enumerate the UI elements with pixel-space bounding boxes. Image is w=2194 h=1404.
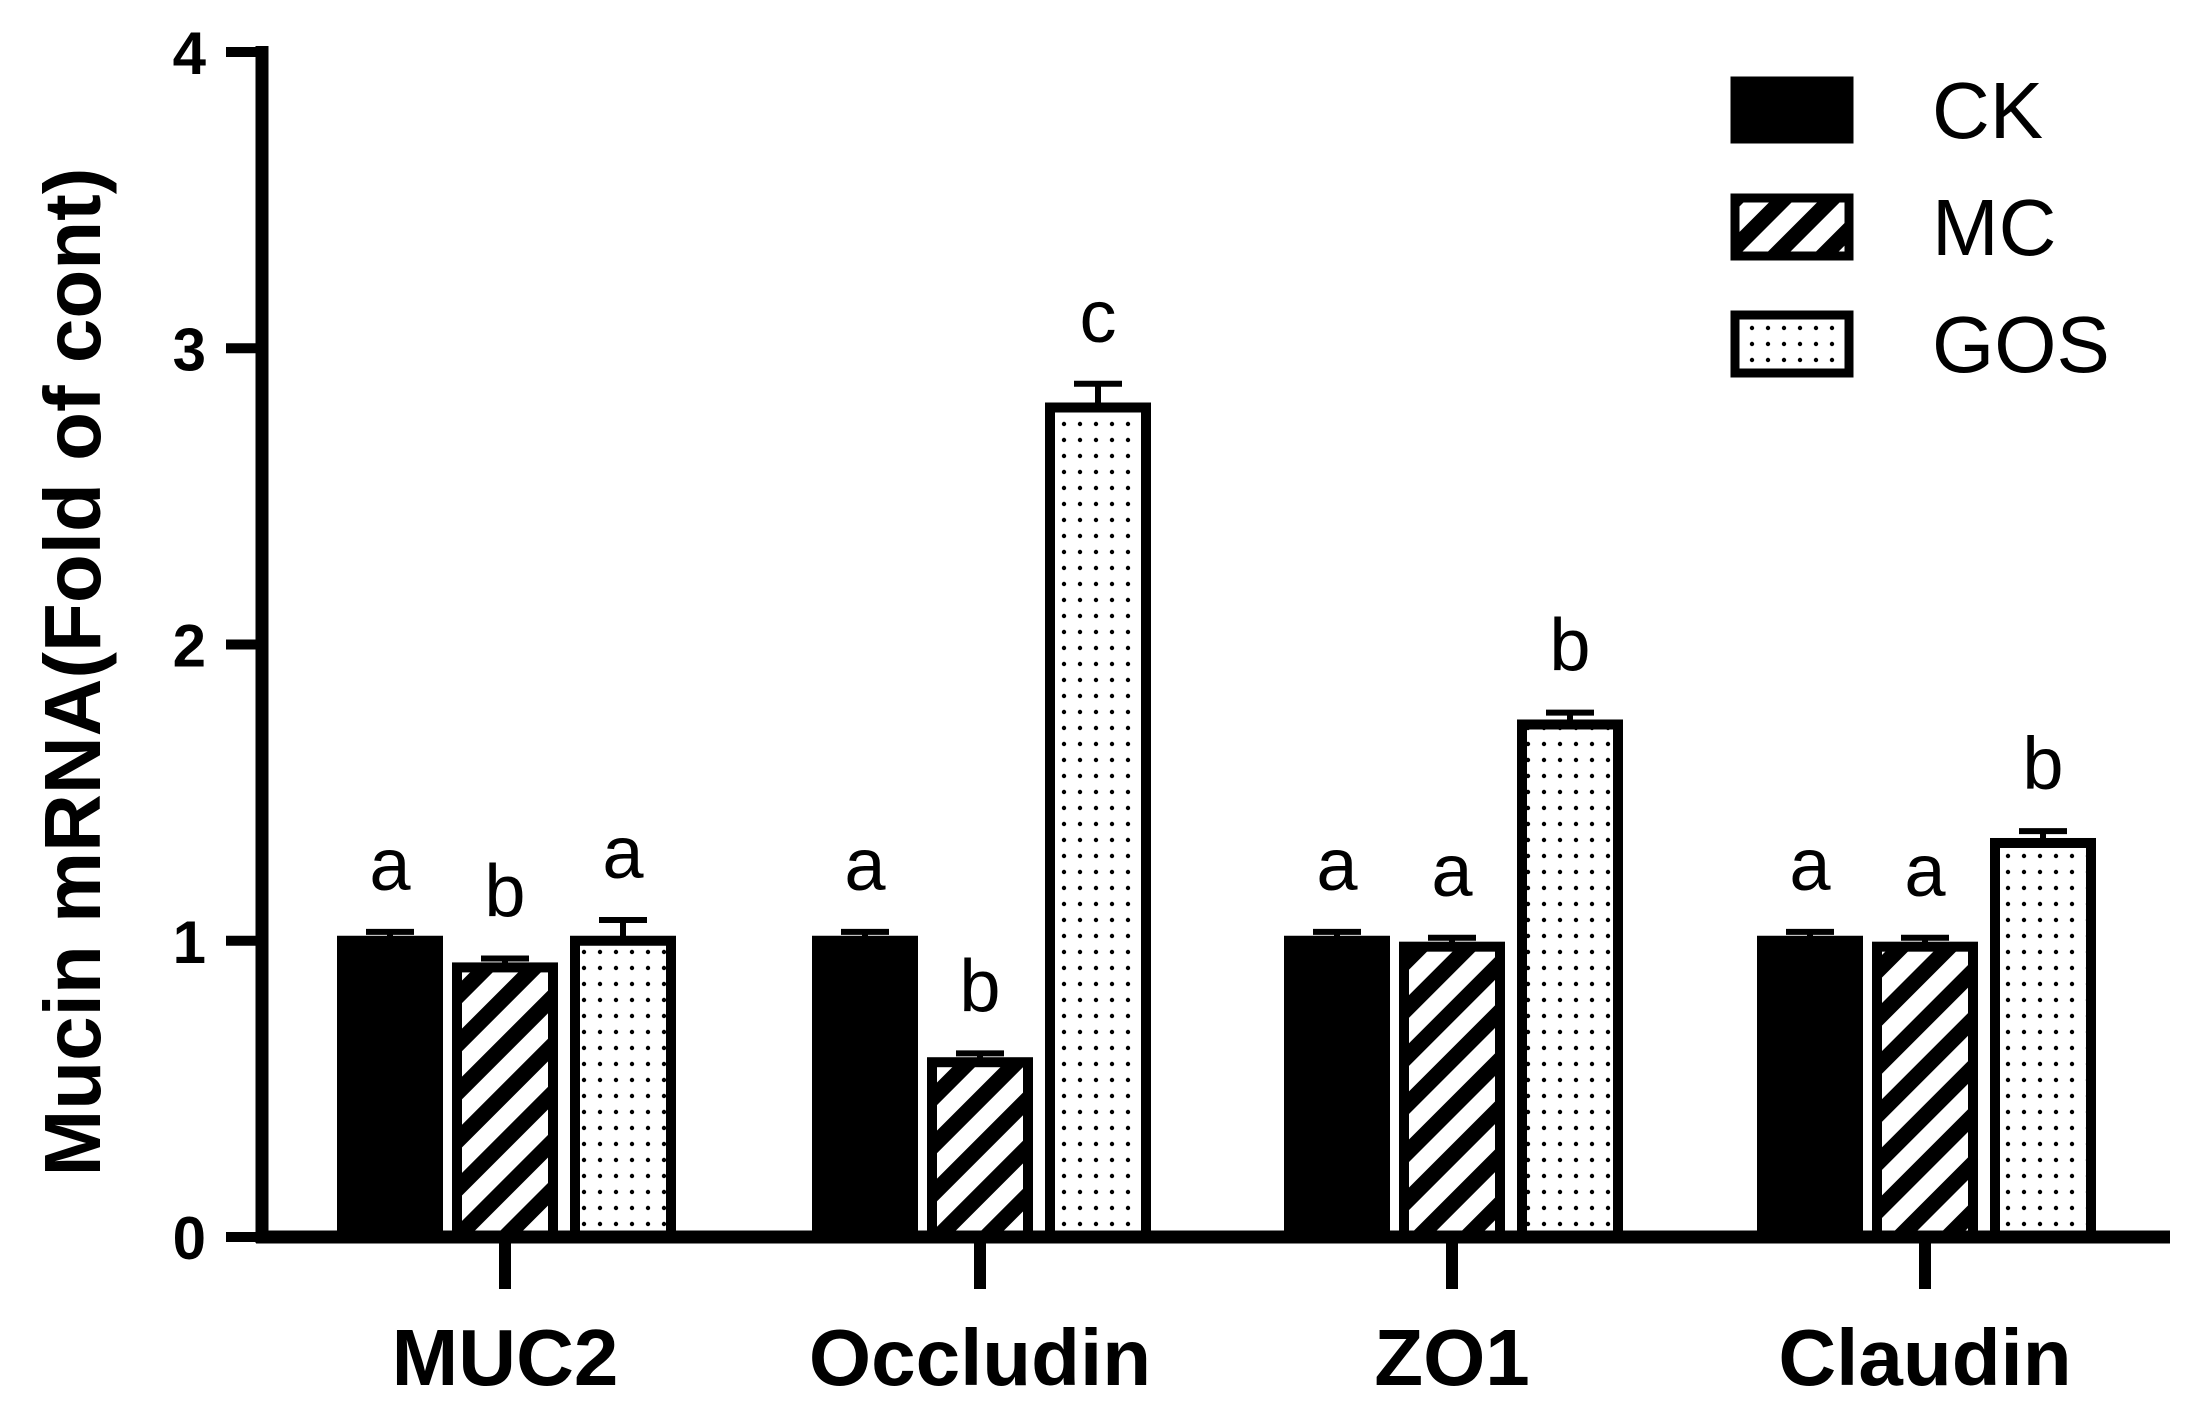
y-tick-label: 4 — [173, 20, 207, 87]
significance-letter: a — [1904, 829, 1946, 912]
significance-letter: a — [1789, 823, 1831, 906]
bar-mc-claudin — [1872, 941, 1978, 1242]
significance-letter: a — [1431, 829, 1473, 912]
y-tick-label: 2 — [173, 613, 206, 680]
y-tick-label: 0 — [173, 1205, 206, 1272]
significance-letter: a — [1316, 823, 1358, 906]
legend-label-ck: CK — [1932, 66, 2043, 155]
bar-mc-muc2 — [452, 962, 558, 1242]
x-tick-label: ZO1 — [1374, 1313, 1530, 1402]
legend-label-mc: MC — [1932, 183, 2056, 272]
legend-swatch-mc — [1730, 193, 1854, 261]
x-tick-label: Claudin — [1778, 1313, 2071, 1402]
y-tick-label: 1 — [173, 909, 206, 976]
bar-ck-zo1 — [1284, 935, 1390, 1242]
significance-letter: b — [2022, 722, 2063, 805]
axes-layer: MUC2 Occludin ZO1 Claudin 0 1 2 3 4 — [173, 20, 2170, 1402]
bar-ck-muc2 — [337, 935, 443, 1242]
significance-letter: c — [1080, 275, 1117, 358]
legend: CK MC GOS — [1730, 66, 2110, 389]
significance-letter: b — [484, 850, 525, 933]
bar-mc-occludin — [927, 1057, 1033, 1243]
bar-gos-claudin — [1990, 837, 2096, 1242]
bar-mc-zo1 — [1399, 941, 1505, 1242]
y-tick-label: 3 — [173, 316, 206, 383]
x-tick-label: Occludin — [809, 1313, 1151, 1402]
significance-letter: a — [844, 823, 886, 906]
significance-letter: a — [602, 811, 644, 894]
x-tick-label: MUC2 — [392, 1313, 619, 1402]
significance-letter: b — [959, 944, 1000, 1027]
bar-ck-occludin — [812, 935, 918, 1242]
bar-gos-zo1 — [1517, 719, 1623, 1242]
y-axis-title: Mucin mRNA(Fold of cont) — [28, 168, 117, 1177]
bar-gos-occludin — [1045, 402, 1151, 1242]
significance-letter: b — [1549, 604, 1590, 687]
legend-swatch-ck — [1730, 76, 1854, 144]
significance-letter: a — [369, 823, 411, 906]
bar-gos-muc2 — [570, 935, 676, 1242]
legend-label-gos: GOS — [1932, 300, 2110, 389]
legend-swatch-gos — [1730, 310, 1854, 378]
bar-ck-claudin — [1757, 935, 1863, 1242]
